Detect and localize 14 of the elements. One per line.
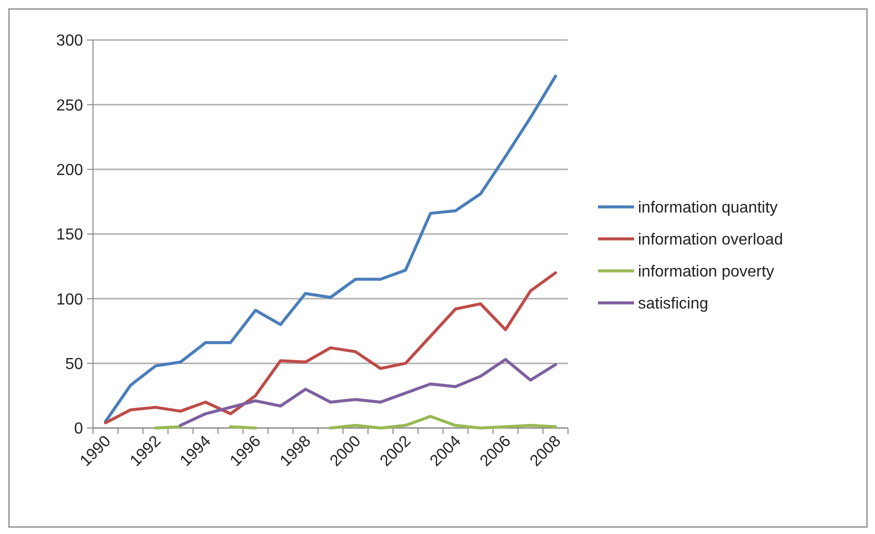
y-tick-label: 200	[56, 162, 84, 179]
y-tick-label: 0	[74, 420, 84, 438]
y-tick-label: 100	[56, 291, 84, 308]
line-series	[179, 358, 557, 427]
y-tick-label: 250	[56, 97, 84, 114]
legend-label: satisficing	[638, 295, 708, 312]
legend-label: information quantity	[638, 199, 778, 216]
y-tick-label: 50	[65, 356, 84, 373]
line-series	[104, 271, 557, 424]
y-tick-label: 150	[56, 226, 84, 244]
y-tick-label: 300	[56, 32, 84, 50]
legend-label: information poverty	[638, 263, 774, 280]
line-series	[104, 74, 557, 424]
legend-label: information overload	[638, 231, 783, 248]
